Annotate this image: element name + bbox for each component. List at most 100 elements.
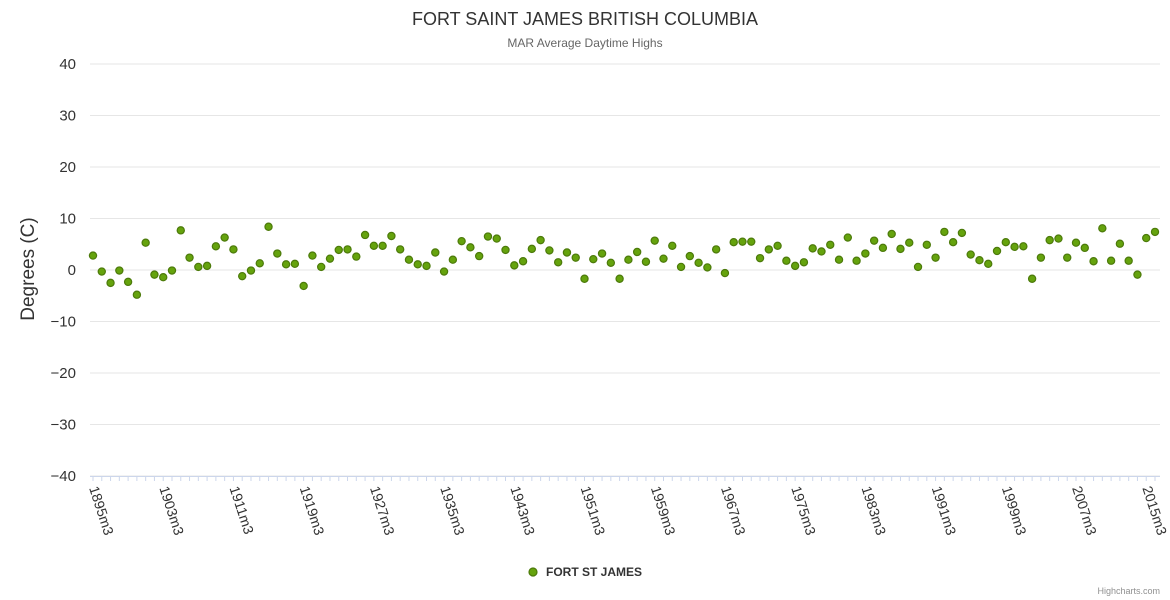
data-point[interactable] (922, 240, 932, 249)
data-point[interactable] (1142, 233, 1151, 243)
data-point[interactable] (668, 241, 677, 250)
data-point[interactable] (676, 262, 686, 272)
data-point[interactable] (88, 251, 98, 260)
data-point[interactable] (457, 236, 466, 246)
data-point[interactable] (510, 261, 519, 270)
data-point[interactable] (1150, 227, 1160, 237)
data-point[interactable] (1106, 256, 1116, 265)
data-point[interactable] (711, 245, 721, 254)
data-point[interactable] (115, 266, 124, 275)
data-point[interactable] (738, 237, 747, 246)
data-point[interactable] (852, 256, 861, 265)
data-point[interactable] (202, 261, 212, 271)
data-point[interactable] (527, 244, 537, 254)
data-point[interactable] (395, 245, 405, 254)
data-point[interactable] (185, 253, 194, 262)
data-point[interactable] (466, 243, 475, 252)
legend-item-fort-st-james[interactable]: FORT ST JAMES (546, 565, 642, 579)
data-point[interactable] (483, 232, 493, 241)
data-point[interactable] (1063, 253, 1072, 262)
data-point[interactable] (755, 253, 765, 263)
data-point[interactable] (290, 259, 300, 269)
data-point[interactable] (1080, 243, 1089, 253)
data-point[interactable] (106, 278, 115, 288)
data-point[interactable] (1071, 238, 1081, 247)
data-point[interactable] (957, 228, 967, 238)
data-point[interactable] (659, 254, 668, 263)
data-point[interactable] (378, 241, 387, 250)
data-point[interactable] (474, 251, 484, 261)
data-point[interactable] (536, 235, 545, 245)
data-point[interactable] (685, 251, 695, 261)
data-point[interactable] (869, 236, 879, 245)
data-point[interactable] (1115, 239, 1125, 248)
data-point[interactable] (1124, 256, 1133, 265)
data-point[interactable] (773, 241, 782, 250)
data-point[interactable] (97, 267, 106, 276)
data-point[interactable] (273, 249, 282, 258)
data-point[interactable] (641, 257, 651, 266)
data-point[interactable] (931, 253, 940, 262)
legend[interactable]: FORT ST JAMES (528, 565, 642, 579)
data-point[interactable] (562, 248, 572, 257)
data-point[interactable] (597, 249, 607, 258)
data-point[interactable] (782, 256, 791, 265)
data-point[interactable] (729, 237, 738, 247)
data-point[interactable] (334, 245, 343, 255)
data-point[interactable] (887, 229, 896, 239)
data-point[interactable] (589, 254, 598, 264)
data-point[interactable] (720, 268, 730, 278)
data-point[interactable] (448, 255, 458, 264)
data-point[interactable] (325, 254, 335, 263)
data-point[interactable] (984, 259, 993, 269)
data-point[interactable] (246, 266, 256, 275)
data-point[interactable] (413, 260, 422, 269)
data-point[interactable] (948, 237, 958, 247)
data-point[interactable] (343, 245, 352, 254)
series-points[interactable] (88, 222, 1160, 299)
data-point[interactable] (141, 238, 150, 247)
data-point[interactable] (808, 244, 817, 253)
data-point[interactable] (624, 255, 633, 264)
data-point[interactable] (352, 252, 361, 261)
data-point[interactable] (703, 263, 712, 272)
data-point[interactable] (238, 271, 247, 281)
data-point[interactable] (1019, 242, 1028, 251)
data-point[interactable] (861, 249, 870, 258)
data-point[interactable] (264, 222, 273, 231)
data-point[interactable] (1098, 224, 1107, 233)
data-point[interactable] (518, 257, 528, 266)
data-point[interactable] (834, 255, 844, 264)
data-point[interactable] (571, 253, 580, 262)
data-point[interactable] (896, 244, 905, 254)
data-point[interactable] (220, 233, 229, 242)
data-point[interactable] (913, 262, 923, 272)
data-point[interactable] (308, 251, 317, 260)
data-point[interactable] (1133, 270, 1142, 279)
data-point[interactable] (501, 245, 510, 255)
data-point[interactable] (167, 266, 177, 275)
data-point[interactable] (1089, 257, 1098, 266)
data-point[interactable] (1001, 237, 1010, 247)
data-point[interactable] (1045, 235, 1054, 245)
data-point[interactable] (905, 238, 914, 247)
data-point[interactable] (799, 258, 809, 267)
data-point[interactable] (615, 274, 624, 283)
data-point[interactable] (431, 248, 440, 257)
data-point[interactable] (369, 241, 379, 250)
data-point[interactable] (764, 245, 774, 254)
data-point[interactable] (545, 246, 554, 255)
data-point[interactable] (747, 237, 756, 246)
data-point[interactable] (650, 236, 659, 245)
data-point[interactable] (878, 243, 888, 253)
data-point[interactable] (992, 246, 1002, 256)
data-point[interactable] (360, 230, 370, 240)
data-point[interactable] (123, 277, 133, 287)
data-point[interactable] (1054, 234, 1063, 243)
data-point[interactable] (422, 261, 431, 271)
data-point[interactable] (580, 274, 589, 283)
data-point[interactable] (492, 234, 501, 243)
data-point[interactable] (694, 258, 703, 267)
data-point[interactable] (194, 262, 203, 272)
data-point[interactable] (255, 259, 264, 268)
